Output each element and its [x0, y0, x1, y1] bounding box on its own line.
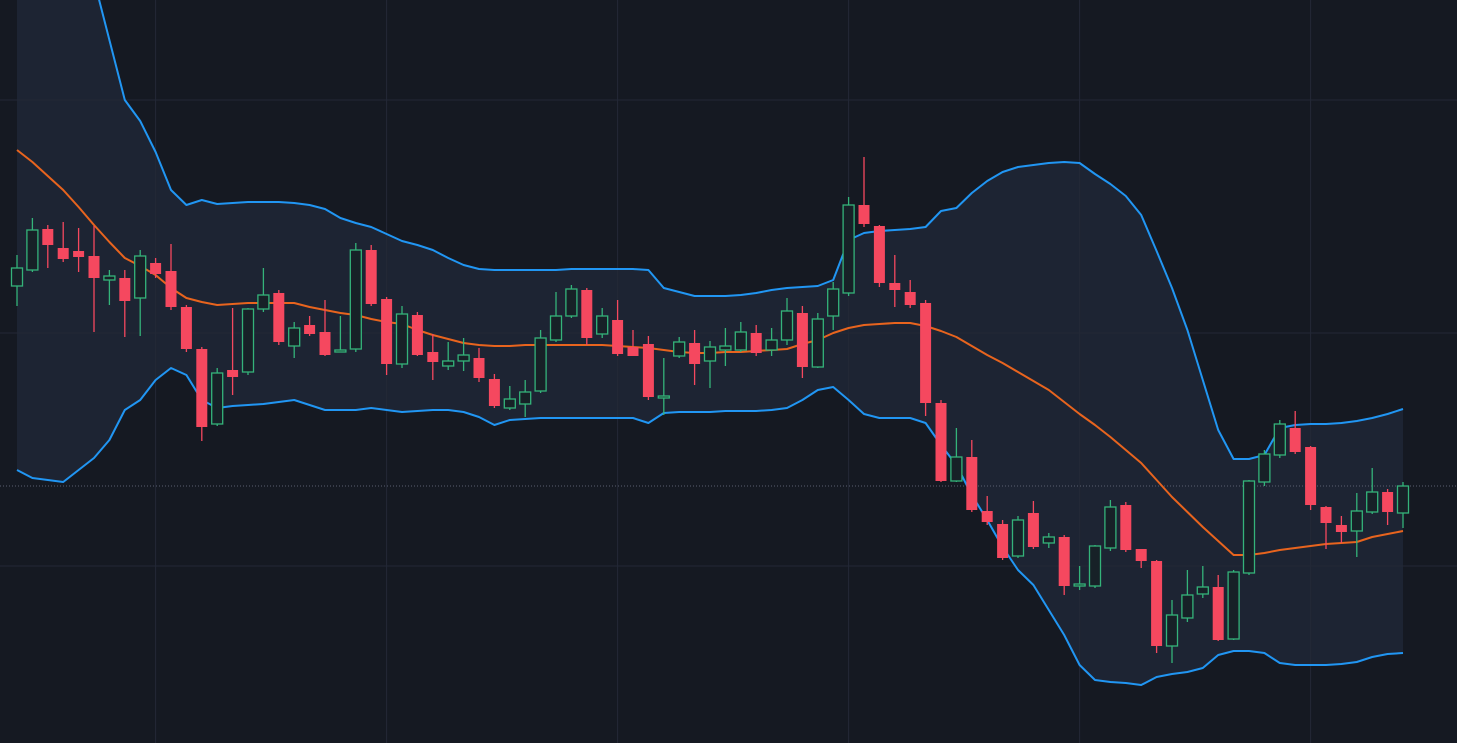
candle-body	[150, 263, 162, 274]
candle-body	[811, 318, 824, 368]
candle-body	[1305, 447, 1317, 505]
candle-body	[1396, 485, 1410, 514]
candle-body	[334, 349, 347, 353]
candle-body	[488, 379, 500, 406]
candle-body	[750, 333, 762, 353]
candle-body	[935, 403, 947, 481]
candle-body	[304, 325, 316, 334]
candle-body	[257, 294, 270, 310]
candle-body	[1366, 491, 1379, 513]
candle-body	[796, 313, 808, 367]
candle-body	[1196, 586, 1209, 595]
candle-body	[842, 204, 855, 294]
candle-body	[549, 315, 563, 341]
candle-body	[565, 288, 578, 317]
candle-body	[765, 339, 778, 351]
candle-body	[180, 307, 192, 349]
candle-body	[1258, 453, 1271, 483]
candle-body	[457, 354, 470, 362]
candle-body	[365, 250, 377, 304]
candle-body	[612, 320, 624, 354]
candle-body	[1165, 614, 1179, 647]
candle-body	[920, 303, 932, 403]
candle-body	[1104, 506, 1117, 549]
candle-body	[42, 229, 54, 245]
candle-body	[273, 293, 285, 342]
candle-body	[1335, 525, 1347, 532]
candle-body	[1212, 587, 1224, 640]
candle-body	[1242, 480, 1256, 574]
candle-body	[904, 292, 916, 305]
candle-body	[997, 524, 1009, 558]
candle-body	[1073, 583, 1086, 587]
candle-body	[873, 226, 885, 283]
candle-body	[134, 255, 147, 299]
candle-body	[411, 315, 423, 355]
candle-body	[703, 346, 717, 362]
candle-body	[1350, 510, 1363, 532]
candle-body	[1227, 571, 1240, 640]
candle-body	[57, 248, 69, 259]
candle-body	[211, 372, 224, 425]
candle-body	[966, 457, 978, 510]
candle-body	[581, 290, 593, 338]
candle-body	[1058, 537, 1070, 586]
candle-body	[119, 278, 131, 301]
band-line	[98, 0, 1404, 460]
candle-body	[427, 352, 439, 362]
candle-body	[1289, 428, 1301, 452]
candle-body	[1151, 561, 1163, 646]
candle-body	[689, 343, 701, 364]
candle-body	[889, 283, 901, 290]
candle-body	[719, 345, 732, 351]
candle-body	[10, 267, 24, 287]
candle-body	[981, 511, 993, 522]
candle-body	[503, 398, 516, 409]
candle-body	[241, 308, 255, 373]
candle-body	[103, 275, 116, 281]
candle-body	[858, 205, 870, 224]
candle-body	[596, 315, 609, 335]
candle-body	[165, 271, 177, 307]
candle-body	[1120, 505, 1132, 550]
candle-body	[1011, 519, 1025, 557]
candle-body	[349, 249, 362, 350]
candle-body	[319, 332, 331, 355]
candle-body	[1320, 507, 1332, 523]
candle-body	[534, 337, 547, 392]
candle-body	[519, 391, 532, 405]
candle-body	[627, 347, 639, 356]
candle-body	[73, 251, 85, 257]
candle-body	[196, 349, 208, 427]
candle-body	[227, 370, 239, 377]
candle-body	[734, 331, 747, 351]
candle-body	[1135, 549, 1147, 561]
candle-body	[1382, 492, 1394, 512]
candle-body	[473, 358, 485, 378]
band-line	[16, 367, 1404, 686]
candle-body	[1181, 594, 1194, 619]
candle-body	[288, 327, 301, 347]
candle-body	[1088, 545, 1102, 587]
candle-body	[1273, 423, 1286, 456]
candle-body	[442, 360, 455, 367]
candle-body	[395, 313, 409, 365]
candle-body	[827, 288, 840, 317]
candle-body	[657, 395, 670, 399]
candle-body	[642, 344, 654, 397]
candle-body	[1027, 513, 1039, 547]
candle-body	[26, 229, 39, 271]
candle-body	[673, 341, 686, 357]
candle-body	[1042, 536, 1055, 544]
candle-body	[950, 456, 963, 482]
candle-body	[780, 310, 794, 341]
candle-body	[381, 299, 393, 364]
candle-body	[88, 256, 100, 278]
